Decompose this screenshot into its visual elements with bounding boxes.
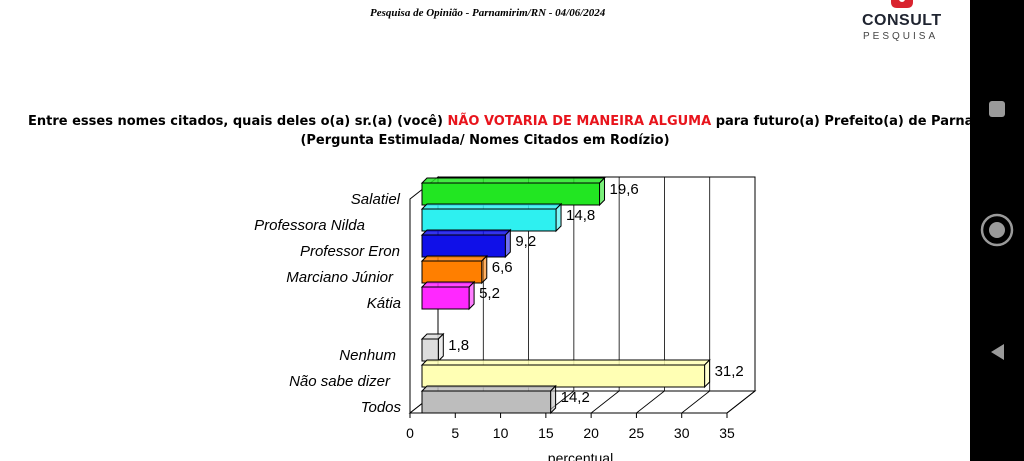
question-part2: para futuro(a) Prefeito(a) de Parnamirim… [715, 114, 970, 129]
survey-header: Pesquisa de Opinião - Parnamirim/RN - 04… [370, 7, 606, 19]
bar-top [420, 255, 488, 262]
bar-top [420, 359, 711, 366]
category-label: Salatiel [351, 191, 401, 208]
question-note: (Pergunta Estimulada/ Nomes Citados em R… [300, 133, 670, 148]
bar-side [468, 280, 475, 311]
bar [421, 338, 439, 362]
logo-subtitle: PESQUISA [863, 31, 939, 42]
category-label: Professora Nilda [254, 217, 365, 234]
bar [421, 208, 557, 232]
bar-value-label: 14,8 [566, 207, 595, 224]
question-text: Entre esses nomes citados, quais deles o… [28, 114, 970, 129]
logo-name: CONSULT [862, 12, 942, 29]
bar-top [420, 203, 563, 210]
bar-top [420, 229, 512, 236]
bar-value-label: 1,8 [448, 337, 469, 354]
category-label: Professor Eron [300, 243, 400, 260]
x-tick-label: 10 [493, 425, 509, 441]
bar [421, 364, 706, 388]
gridline-floor [726, 390, 756, 414]
bar-top [420, 281, 476, 288]
bar-side [481, 254, 488, 285]
gridline-floor [590, 390, 620, 414]
bar-side [504, 228, 511, 259]
square-icon[interactable] [970, 96, 1024, 123]
bar-top [420, 385, 557, 392]
circle-icon[interactable] [970, 213, 1024, 252]
bar-value-label: 19,6 [610, 181, 639, 198]
category-label: Não sabe dizer [289, 373, 391, 390]
question-highlight: NÃO VOTARIA DE MANEIRA ALGUMA [447, 114, 712, 129]
bar [421, 260, 483, 284]
category-label: Marciano Júnior [286, 269, 394, 286]
bar-side [704, 358, 711, 389]
category-label: Todos [361, 399, 402, 416]
bar-side [555, 202, 562, 233]
bar-chart: 0 5 10 15 20 25 30 35 percentual 19,6 Salatiel 14,8… [254, 175, 757, 461]
bar [421, 182, 601, 206]
category-label: Kátia [367, 295, 401, 312]
x-tick-label: 35 [719, 425, 735, 441]
bar-value-label: 31,2 [715, 363, 744, 380]
question-part1: Entre esses nomes citados, quais deles o… [28, 114, 448, 129]
bar-side [437, 332, 444, 363]
bar-value-label: 5,2 [479, 285, 500, 302]
logo-mark-icon [891, 0, 913, 8]
x-tick-label: 20 [583, 425, 599, 441]
document-page: Pesquisa de Opinião - Parnamirim/RN - 04… [0, 0, 970, 461]
category-label: Nenhum [339, 347, 396, 364]
back-triangle-icon[interactable] [970, 342, 1024, 367]
x-tick-label: 15 [538, 425, 554, 441]
x-tick-label: 25 [629, 425, 645, 441]
bar [421, 390, 552, 414]
bar-top [420, 177, 606, 184]
bar [421, 234, 506, 258]
bar-side [599, 176, 606, 207]
bar-value-label: 14,2 [561, 389, 590, 406]
x-tick-label: 0 [406, 425, 414, 441]
gridline-floor [681, 390, 710, 414]
x-tick-label: 30 [674, 425, 690, 441]
consult-logo: CONSULT PESQUISA [852, 0, 964, 46]
bar-value-label: 9,2 [515, 233, 536, 250]
x-axis-label: percentual [548, 450, 613, 461]
android-nav-bar [970, 0, 1024, 461]
bar-value-label: 6,6 [492, 259, 513, 276]
gridline-floor [636, 390, 665, 414]
x-tick-label: 5 [451, 425, 459, 441]
bar [421, 286, 470, 310]
bar-side [550, 384, 557, 415]
